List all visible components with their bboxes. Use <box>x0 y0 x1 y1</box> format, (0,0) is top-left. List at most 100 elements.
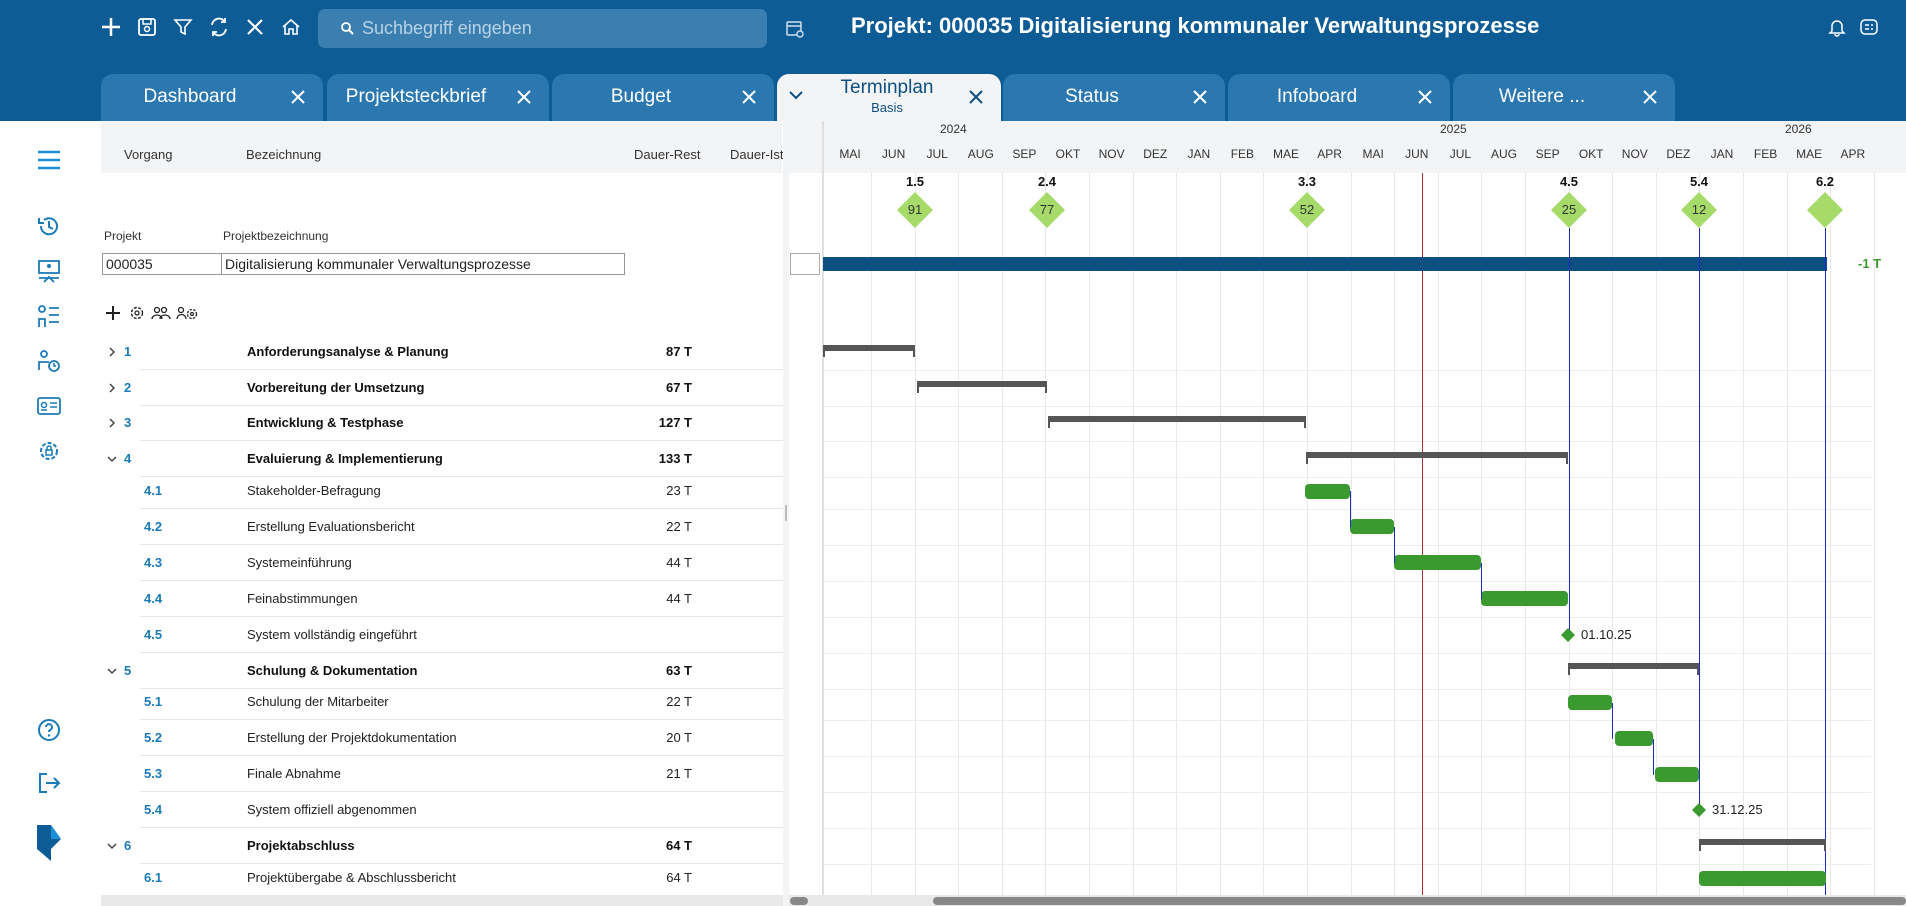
menu-icon[interactable] <box>30 141 68 179</box>
task-bar[interactable] <box>1350 519 1394 534</box>
project-name-field[interactable]: Digitalisierung kommunaler Verwaltungspr… <box>221 253 625 275</box>
summary-bar[interactable] <box>1306 452 1568 464</box>
timeline-start-line <box>822 121 824 895</box>
close-icon[interactable] <box>287 86 309 108</box>
chevron-down-icon[interactable] <box>106 840 118 852</box>
filter-icon[interactable] <box>170 14 196 40</box>
summary-bar[interactable] <box>1699 839 1826 851</box>
add-icon[interactable] <box>98 14 124 40</box>
milestone-diamond[interactable] <box>897 192 933 228</box>
tab-dashboard[interactable]: Dashboard <box>101 74 323 121</box>
help-icon[interactable] <box>30 711 68 749</box>
row-name: Evaluierung & Implementierung <box>247 451 443 466</box>
row-gridline <box>823 864 1871 865</box>
row-gridline <box>823 545 1871 546</box>
tab-label: Projektsteckbrief <box>345 86 487 107</box>
chevron-down-icon[interactable] <box>106 665 118 677</box>
save-icon[interactable] <box>134 14 160 40</box>
task-bar[interactable] <box>1568 695 1612 710</box>
summary-bar[interactable] <box>917 381 1047 393</box>
users-icon[interactable] <box>151 305 171 321</box>
id-card-icon[interactable] <box>30 387 68 425</box>
summary-bar[interactable] <box>823 345 915 357</box>
col-dauer-rest[interactable]: Dauer-Rest <box>634 147 701 162</box>
task-bar[interactable] <box>1394 555 1481 570</box>
chevron-right-icon[interactable] <box>106 417 118 429</box>
add-task-icon[interactable] <box>105 305 121 321</box>
row-id: 2 <box>124 380 132 395</box>
summary-bar[interactable] <box>1048 416 1306 428</box>
gear-icon[interactable] <box>129 305 145 321</box>
tab-weitere[interactable]: Weitere ... <box>1453 74 1675 121</box>
year-label: 2025 <box>1440 122 1467 136</box>
home-icon[interactable] <box>278 14 304 40</box>
milestone-diamond[interactable] <box>1807 192 1843 228</box>
month-gridline <box>1176 173 1178 903</box>
milestone-diamond[interactable] <box>1289 192 1325 228</box>
gantt-scrollbar-thumb[interactable] <box>933 897 1906 905</box>
close-icon[interactable] <box>738 86 760 108</box>
history-icon[interactable] <box>30 207 68 245</box>
task-bar[interactable] <box>1305 484 1350 499</box>
chevron-down-icon[interactable] <box>106 453 118 465</box>
row-duration: 44 T <box>666 555 692 570</box>
close-icon[interactable] <box>1189 86 1211 108</box>
milestone-marker[interactable] <box>1692 803 1706 817</box>
row-divider <box>140 369 783 370</box>
col-vorgang[interactable]: Vorgang <box>124 147 173 162</box>
tab-infoboard[interactable]: Infoboard <box>1228 74 1450 121</box>
search-input[interactable]: Suchbegriff eingeben <box>318 9 767 48</box>
chevron-down-icon[interactable] <box>787 86 805 104</box>
close-icon[interactable] <box>242 14 268 40</box>
month-gridline <box>1437 173 1439 903</box>
tab-budget[interactable]: Budget <box>552 74 774 121</box>
month-label: FEB <box>1230 147 1255 161</box>
org-chart-icon[interactable] <box>30 297 68 335</box>
task-bar[interactable] <box>1699 871 1826 886</box>
gantt-scrollbar-left[interactable] <box>790 897 808 905</box>
bell-icon[interactable] <box>1824 14 1850 40</box>
close-icon[interactable] <box>965 86 987 108</box>
chevron-right-icon[interactable] <box>106 382 118 394</box>
milestone-diamond[interactable] <box>1551 192 1587 228</box>
row-gridline <box>823 370 1871 371</box>
tab-projektsteckbrief[interactable]: Projektsteckbrief <box>327 74 549 121</box>
close-icon[interactable] <box>513 86 535 108</box>
logout-icon[interactable] <box>30 764 68 802</box>
year-label: 2024 <box>940 122 967 136</box>
tab-label: Dashboard <box>143 86 237 107</box>
tab-status[interactable]: Status <box>1003 74 1225 121</box>
task-bar[interactable] <box>1615 731 1653 746</box>
milestone-label: 5.4 <box>1689 174 1709 189</box>
table-scrollbar[interactable] <box>101 895 783 906</box>
col-dauer-ist[interactable]: Dauer-Ist <box>730 147 784 162</box>
task-bar[interactable] <box>1655 767 1699 782</box>
tab-terminplan[interactable]: Terminplan Basis <box>777 74 1001 121</box>
user-time-icon[interactable] <box>30 342 68 380</box>
chat-icon[interactable] <box>1856 14 1882 40</box>
year-label: 2026 <box>1785 122 1812 136</box>
calendar-settings-icon[interactable] <box>782 16 808 42</box>
chevron-right-icon[interactable] <box>106 346 118 358</box>
presentation-icon[interactable] <box>30 252 68 290</box>
refresh-icon[interactable] <box>206 14 232 40</box>
milestone-date: 01.10.25 <box>1581 627 1632 642</box>
close-icon[interactable] <box>1414 86 1436 108</box>
users-settings-icon[interactable] <box>176 305 202 321</box>
project-id-field[interactable]: 000035 <box>102 253 222 275</box>
milestone-diamond[interactable] <box>1681 192 1717 228</box>
row-duration: 23 T <box>666 483 692 498</box>
project-bar[interactable] <box>823 257 1827 271</box>
row-id: 1 <box>124 344 132 359</box>
milestone-diamond[interactable] <box>1029 192 1065 228</box>
milestone-marker[interactable] <box>1561 628 1575 642</box>
col-bezeichnung[interactable]: Bezeichnung <box>246 147 322 162</box>
close-icon[interactable] <box>1639 86 1661 108</box>
milestone-value: 77 <box>1039 202 1055 217</box>
milestone-label: 6.2 <box>1815 174 1835 189</box>
task-bar[interactable] <box>1481 591 1568 606</box>
settings-lock-icon[interactable] <box>30 432 68 470</box>
row-name: Projektübergabe & Abschlussbericht <box>247 870 456 885</box>
summary-bar[interactable] <box>1568 663 1699 675</box>
splitter-handle[interactable] <box>785 505 787 521</box>
